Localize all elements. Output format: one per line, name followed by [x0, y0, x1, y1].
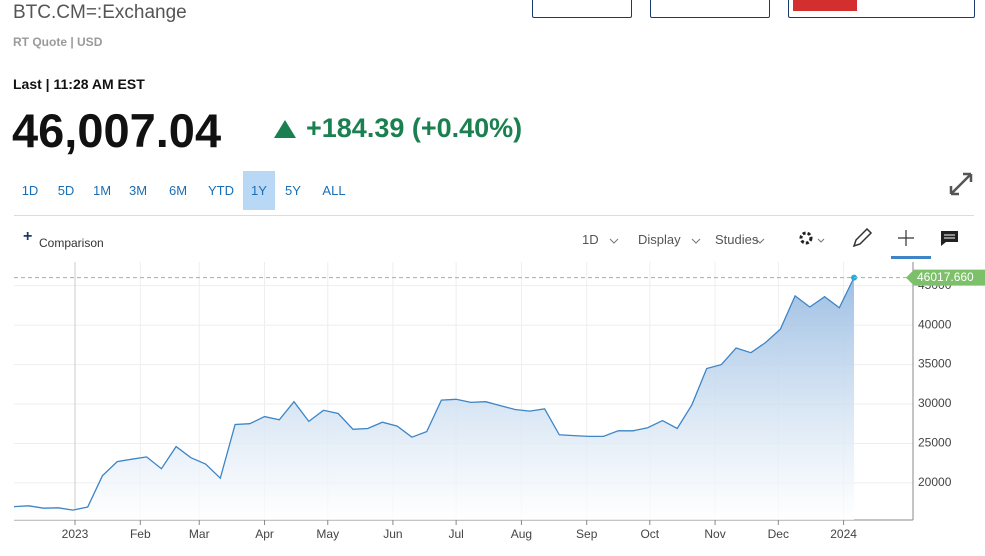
x-tick-label: Jul	[448, 527, 463, 541]
x-tick-label: Nov	[704, 527, 725, 541]
live-button[interactable]	[788, 0, 975, 18]
price-change: +184.39 (+0.40%)	[306, 113, 523, 143]
interval-button[interactable]: 1D	[582, 232, 599, 247]
x-tick-label: 2023	[62, 527, 89, 541]
last-time: Last | 11:28 AM EST	[13, 76, 145, 92]
y-tick-label: 35000	[918, 357, 952, 371]
range-button[interactable]: YTD	[208, 183, 234, 198]
price-marker-tag	[906, 269, 985, 286]
live-badge	[793, 0, 857, 11]
y-tick-label: 30000	[918, 396, 952, 410]
price-marker-label: 46017.660	[917, 270, 974, 284]
studies-button[interactable]: Studies	[715, 232, 759, 247]
range-button[interactable]: 5Y	[285, 183, 301, 198]
dropdown-carets	[609, 238, 765, 244]
comparison-button[interactable]: Comparison	[39, 236, 104, 250]
price: 46,007.04	[12, 104, 222, 157]
display-button[interactable]: Display	[638, 232, 681, 247]
range-button[interactable]: 1M	[92, 183, 112, 198]
up-arrow	[274, 120, 296, 138]
x-tick-label: May	[316, 527, 339, 541]
x-tick-label: Sep	[576, 527, 598, 541]
y-tick-label: 20000	[918, 475, 952, 489]
x-tick-label: Mar	[189, 527, 210, 541]
area	[14, 277, 855, 520]
x-tick-label: Oct	[640, 527, 659, 541]
price-chart: 2000025000300003500040000450002023FebMar…	[13, 262, 985, 541]
range-button[interactable]: 1D	[21, 183, 39, 198]
quote-type: RT Quote | USD	[13, 35, 103, 49]
range-button[interactable]: 1Y	[243, 171, 275, 210]
y-tick-label: 40000	[918, 317, 952, 331]
price-line	[13, 277, 855, 511]
x-tick-label: Apr	[255, 527, 274, 541]
range-button[interactable]: 6M	[168, 183, 188, 198]
plus-icon: +	[23, 228, 33, 245]
expand-icon[interactable]	[948, 171, 974, 197]
watchlist-button[interactable]	[650, 0, 770, 18]
x-tick-label: Jun	[383, 527, 402, 541]
x-tick-label: 2024	[830, 527, 857, 541]
range-button[interactable]: 5D	[57, 183, 75, 198]
range-button[interactable]: 3M	[128, 183, 148, 198]
x-tick-label: Dec	[768, 527, 789, 541]
separator	[14, 215, 974, 216]
x-tick-label: Feb	[130, 527, 151, 541]
export-button[interactable]	[532, 0, 632, 18]
tool-icons[interactable]	[796, 228, 976, 260]
range-button[interactable]: ALL	[322, 183, 346, 198]
x-tick-label: Aug	[511, 527, 532, 541]
symbol-title: BTC.CM=:Exchange	[13, 2, 187, 23]
y-tick-label: 25000	[918, 436, 952, 450]
